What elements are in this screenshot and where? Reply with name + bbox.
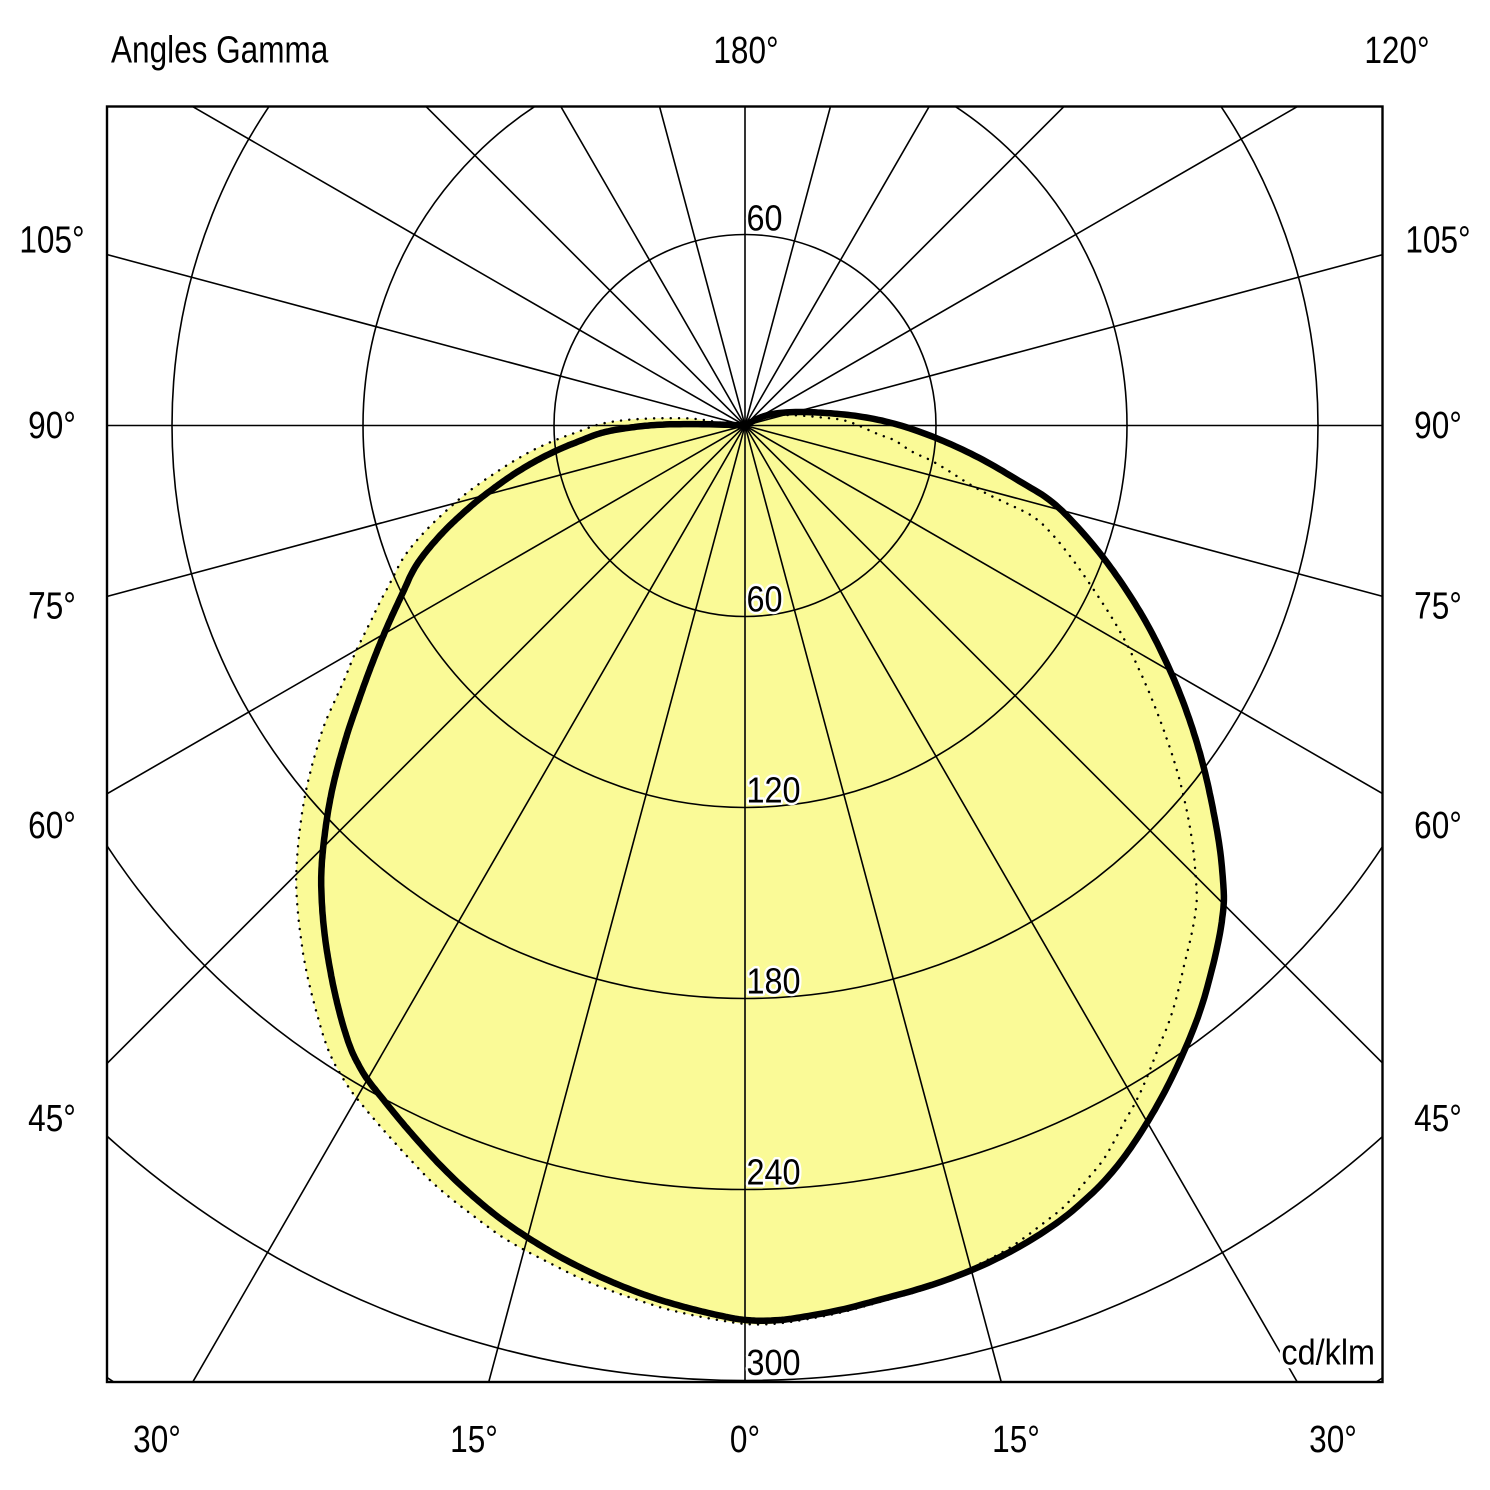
svg-text:30°: 30° <box>133 1418 181 1460</box>
svg-text:75°: 75° <box>28 585 76 627</box>
svg-text:cd/klm: cd/klm <box>1281 1333 1375 1373</box>
svg-text:180: 180 <box>747 962 801 1002</box>
svg-text:15°: 15° <box>992 1418 1040 1460</box>
svg-text:90°: 90° <box>28 404 76 446</box>
svg-text:90°: 90° <box>1414 404 1462 446</box>
svg-text:105°: 105° <box>1405 219 1470 261</box>
svg-text:60°: 60° <box>28 804 76 846</box>
svg-text:15°: 15° <box>450 1418 498 1460</box>
svg-text:105°: 105° <box>19 219 84 261</box>
svg-text:45°: 45° <box>1414 1097 1462 1139</box>
svg-text:Angles Gamma: Angles Gamma <box>111 29 329 71</box>
svg-text:120: 120 <box>747 771 801 811</box>
svg-text:30°: 30° <box>1309 1418 1357 1460</box>
svg-text:180°: 180° <box>713 29 778 71</box>
svg-text:240: 240 <box>747 1153 801 1193</box>
svg-text:60°: 60° <box>1414 804 1462 846</box>
svg-text:45°: 45° <box>28 1097 76 1139</box>
svg-text:120°: 120° <box>1364 29 1429 71</box>
svg-text:0°: 0° <box>730 1418 760 1460</box>
svg-text:75°: 75° <box>1414 585 1462 627</box>
svg-text:300: 300 <box>747 1343 801 1383</box>
svg-text:60: 60 <box>747 580 783 620</box>
svg-text:60: 60 <box>747 199 783 239</box>
